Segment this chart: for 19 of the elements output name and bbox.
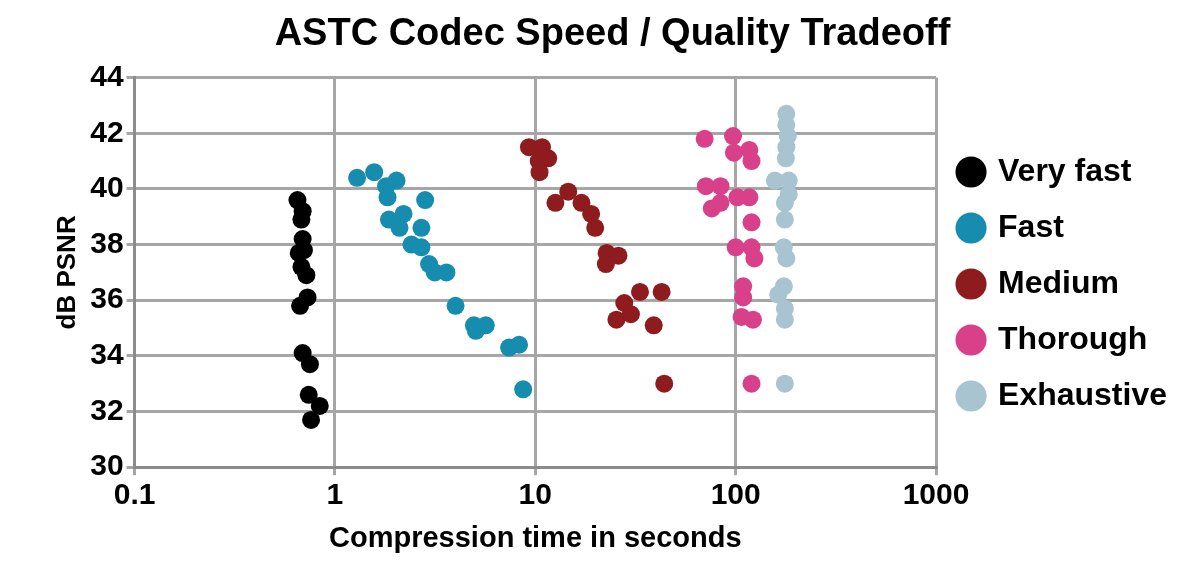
- y-tick-label: 34: [90, 337, 124, 371]
- y-tick-label: 32: [90, 392, 124, 426]
- legend-label: Thorough: [998, 319, 1148, 356]
- y-axis-title: dB PSNR: [50, 215, 81, 330]
- y-tick-label: 42: [90, 114, 124, 148]
- x-tick-label: 1: [326, 477, 344, 511]
- y-tick-label: 40: [90, 170, 124, 204]
- y-tick-label: 38: [90, 225, 124, 259]
- legend-label: Very fast: [998, 151, 1132, 188]
- x-tick-label: 100: [710, 477, 761, 511]
- chart-title: ASTC Codec Speed / Quality Tradeoff: [274, 11, 951, 54]
- x-axis-title: Compression time in seconds: [329, 520, 742, 553]
- x-tick-label: 10: [518, 477, 552, 511]
- y-tick-label: 36: [90, 281, 124, 315]
- legend-label: Fast: [998, 207, 1065, 244]
- y-tick-label: 44: [90, 58, 124, 92]
- x-tick-label: 1000: [902, 477, 970, 511]
- legend-label: Exhaustive: [998, 375, 1167, 412]
- legend-label: Medium: [998, 263, 1119, 300]
